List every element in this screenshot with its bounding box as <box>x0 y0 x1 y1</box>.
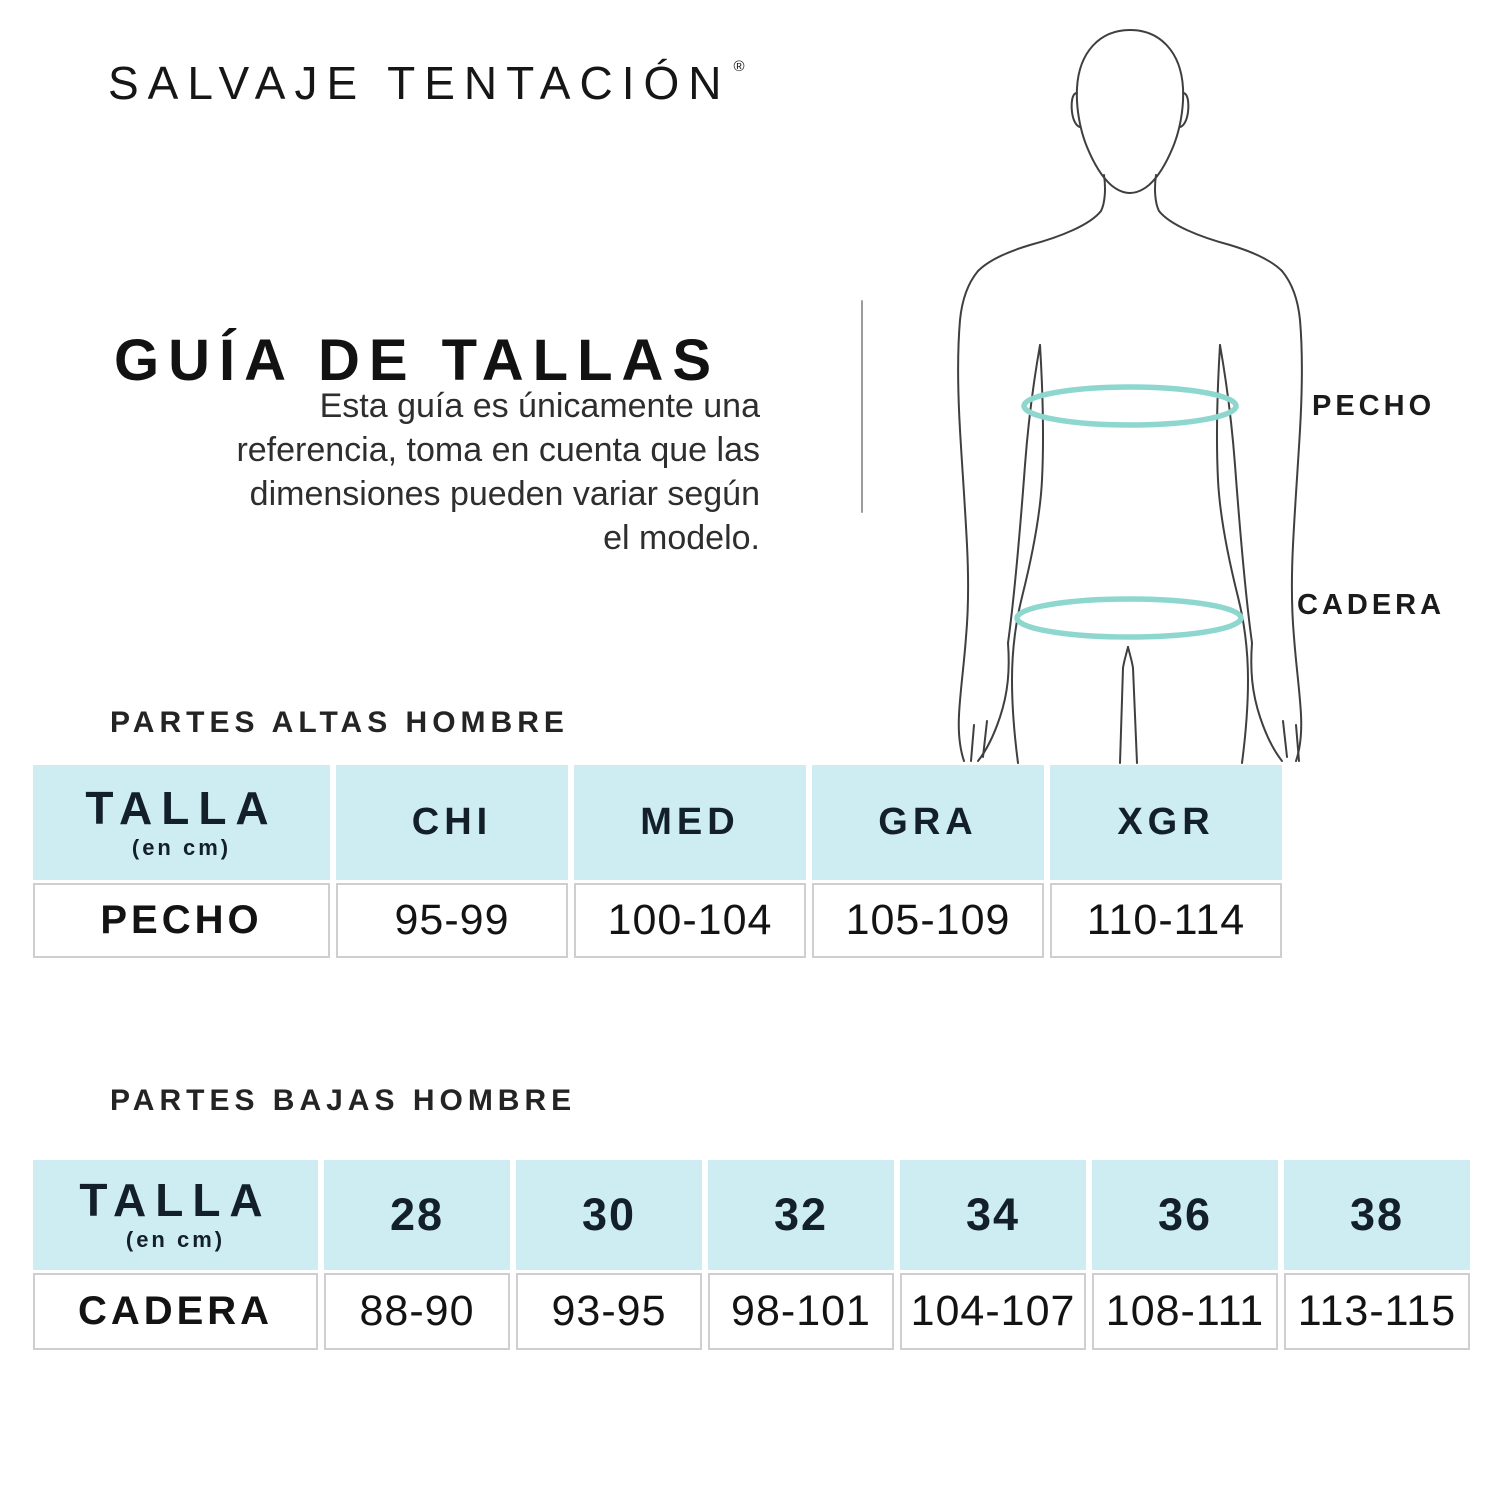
value-cell: 105-109 <box>812 883 1044 958</box>
tops-size-table: TALLA (en cm) CHI MED GRA XGR PECHO 95-9… <box>33 765 1282 958</box>
description-line: dimensiones pueden variar según <box>249 475 760 513</box>
size-label: TALLA <box>85 781 278 834</box>
left-hand <box>977 642 1010 762</box>
left-fingers <box>970 720 988 762</box>
left-torso-leg <box>1011 344 1045 764</box>
value-cell: 104-107 <box>900 1273 1086 1350</box>
header-cell: 32 <box>708 1160 894 1270</box>
registered-trademark-symbol: ® <box>733 58 745 75</box>
right-hand <box>1250 642 1283 762</box>
description-line: el modelo. <box>603 519 760 557</box>
size-unit: (en cm) <box>131 834 232 860</box>
page-title: GUÍA DE TALLAS <box>114 327 721 393</box>
brand-name: SALVAJE TENTACIÓN <box>108 57 731 109</box>
head-outline <box>1075 29 1185 194</box>
right-neck-shoulder <box>1154 174 1283 272</box>
value-cell: 100-104 <box>574 883 806 958</box>
left-neck-shoulder <box>977 174 1106 272</box>
right-ear <box>1179 92 1190 128</box>
header-cell-size: TALLA (en cm) <box>33 765 330 880</box>
size-label: TALLA <box>79 1174 272 1226</box>
size-unit: (en cm) <box>125 1227 226 1252</box>
left-inner-thigh <box>1119 646 1129 764</box>
left-arm-outer <box>957 270 979 762</box>
right-arm-inner <box>1219 344 1253 644</box>
vertical-divider <box>861 300 863 513</box>
header-cell-size: TALLA (en cm) <box>33 1160 318 1270</box>
header-cell: 36 <box>1092 1160 1278 1270</box>
description-line: referencia, toma en cuenta que las <box>236 431 760 469</box>
chest-measure-line <box>1021 384 1239 428</box>
right-arm-outer <box>1281 270 1303 762</box>
section-title-tops: PARTES ALTAS HOMBRE <box>110 706 569 739</box>
header-cell: 34 <box>900 1160 1086 1270</box>
value-cell: 98-101 <box>708 1273 894 1350</box>
header-cell: MED <box>574 765 806 880</box>
header-cell: CHI <box>336 765 568 880</box>
left-ear <box>1070 92 1081 128</box>
bottoms-size-table: TALLA (en cm) 28 30 32 34 36 38 CADERA 8… <box>33 1160 1470 1350</box>
section-title-bottoms: PARTES BAJAS HOMBRE <box>110 1084 577 1117</box>
value-cell: 108-111 <box>1092 1273 1278 1350</box>
description-line: Esta guía es únicamente una <box>319 387 760 425</box>
header-cell: XGR <box>1050 765 1282 880</box>
right-inner-thigh <box>1127 646 1138 764</box>
right-torso-leg <box>1215 344 1249 764</box>
hip-measure-line <box>1014 596 1244 640</box>
chest-measure-label: PECHO <box>1312 390 1436 422</box>
row-label-cell: CADERA <box>33 1273 318 1350</box>
value-cell: 110-114 <box>1050 883 1282 958</box>
value-cell: 95-99 <box>336 883 568 958</box>
row-label-cell: PECHO <box>33 883 330 958</box>
male-body-outline-illustration <box>930 25 1340 765</box>
brand-logo: SALVAJE TENTACIÓN ® <box>108 56 745 110</box>
header-cell: GRA <box>812 765 1044 880</box>
left-arm-inner <box>1007 344 1041 644</box>
value-cell: 93-95 <box>516 1273 702 1350</box>
value-cell: 88-90 <box>324 1273 510 1350</box>
value-cell: 113-115 <box>1284 1273 1470 1350</box>
right-fingers <box>1282 720 1300 762</box>
intro-description: Esta guía es únicamente una referencia, … <box>60 384 760 560</box>
hip-measure-label: CADERA <box>1297 589 1446 621</box>
header-cell: 38 <box>1284 1160 1470 1270</box>
header-cell: 30 <box>516 1160 702 1270</box>
header-cell: 28 <box>324 1160 510 1270</box>
